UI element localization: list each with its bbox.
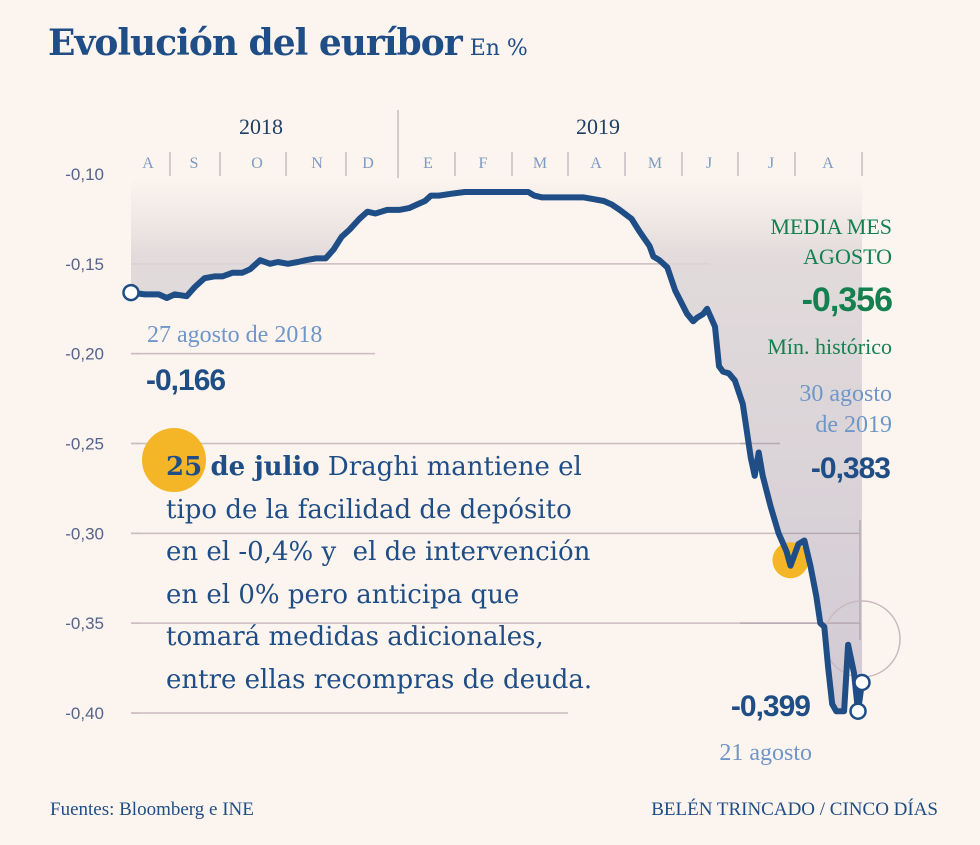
start-marker	[122, 283, 140, 302]
end-date-label-1: 30 agosto	[799, 381, 892, 407]
month-label: A	[822, 155, 834, 172]
month-label: M	[648, 155, 662, 172]
y-tick-label: -0,40	[65, 704, 104, 723]
series-line-euribor	[128, 189, 865, 715]
end-value-label: -0,383	[811, 452, 890, 485]
y-tick-label: -0,25	[65, 435, 104, 454]
month-label: O	[251, 155, 263, 172]
media-mes-value: -0,356	[802, 281, 892, 319]
min-value-label: -0,399	[731, 690, 810, 723]
month-label: F	[479, 155, 488, 172]
chart-title: Evolución del euríbor En %	[48, 22, 528, 64]
x-axis: 2018 2019 A S O N D E F M A M J J A	[142, 110, 863, 178]
month-label: D	[362, 155, 374, 172]
endpoint-markers	[122, 283, 871, 720]
annotations: 27 agosto de 2018 -0,166 MEDIA MES AGOSTO -0…	[146, 214, 893, 766]
y-tick-label: -0,15	[65, 255, 104, 274]
y-tick-label: -0,30	[65, 524, 104, 543]
min-marker	[849, 702, 867, 720]
area-fill	[131, 176, 862, 712]
start-date-label: 27 agosto de 2018	[147, 322, 322, 348]
event-note-line-4: en el 0% pero anticipa que	[166, 579, 520, 610]
event-badge	[142, 428, 206, 492]
footer-sources: Fuentes: Bloomberg e INE	[50, 799, 254, 820]
min-historico-label: Mín. histórico	[767, 334, 892, 359]
chart-unit: En %	[469, 36, 528, 61]
month-label: E	[423, 155, 433, 172]
event-note-line-3: en el -0,4% y el de intervención	[166, 537, 591, 567]
month-label: J	[768, 155, 774, 172]
event-note-line-6: entre ellas recompras de deuda.	[166, 664, 593, 695]
month-label: A	[142, 155, 154, 172]
grid-lines-front	[740, 442, 861, 640]
month-label: M	[533, 155, 547, 172]
event-note-day: 25	[166, 452, 203, 482]
media-mes-label-1: MEDIA MES	[770, 214, 892, 239]
footer-credit: BELÉN TRINCADO / CINCO DÍAS	[651, 799, 938, 820]
chart-title-text: Evolución del euríbor	[48, 22, 463, 64]
event-note-line-2: tipo de la facilidad de depósito	[166, 494, 572, 525]
month-label: N	[311, 155, 323, 172]
event-note-line-5: tomará medidas adicionales,	[166, 622, 544, 652]
month-label: A	[590, 155, 602, 172]
y-tick-label: -0,35	[65, 614, 104, 633]
y-tick-label: -0,20	[65, 345, 104, 364]
min-date-label: 21 agosto	[719, 740, 812, 766]
event-note-date: de julio	[210, 452, 320, 482]
event-note-line-1: Draghi mantiene el	[319, 452, 582, 482]
end-date-label-2: de 2019	[815, 412, 892, 438]
event-note: 25 de julio Draghi mantiene el tipo de l…	[166, 446, 686, 701]
start-value-label: -0,166	[146, 364, 225, 397]
y-tick-label: -0,10	[65, 165, 104, 184]
end-marker	[853, 673, 871, 692]
month-label: J	[706, 155, 712, 172]
year-label: 2018	[239, 114, 283, 139]
media-mes-label-2: AGOSTO	[803, 244, 892, 269]
y-axis-labels: -0,10 -0,15 -0,20 -0,25 -0,30 -0,35 -0,40	[65, 165, 104, 723]
month-label: S	[190, 155, 199, 172]
year-label: 2019	[576, 114, 620, 139]
